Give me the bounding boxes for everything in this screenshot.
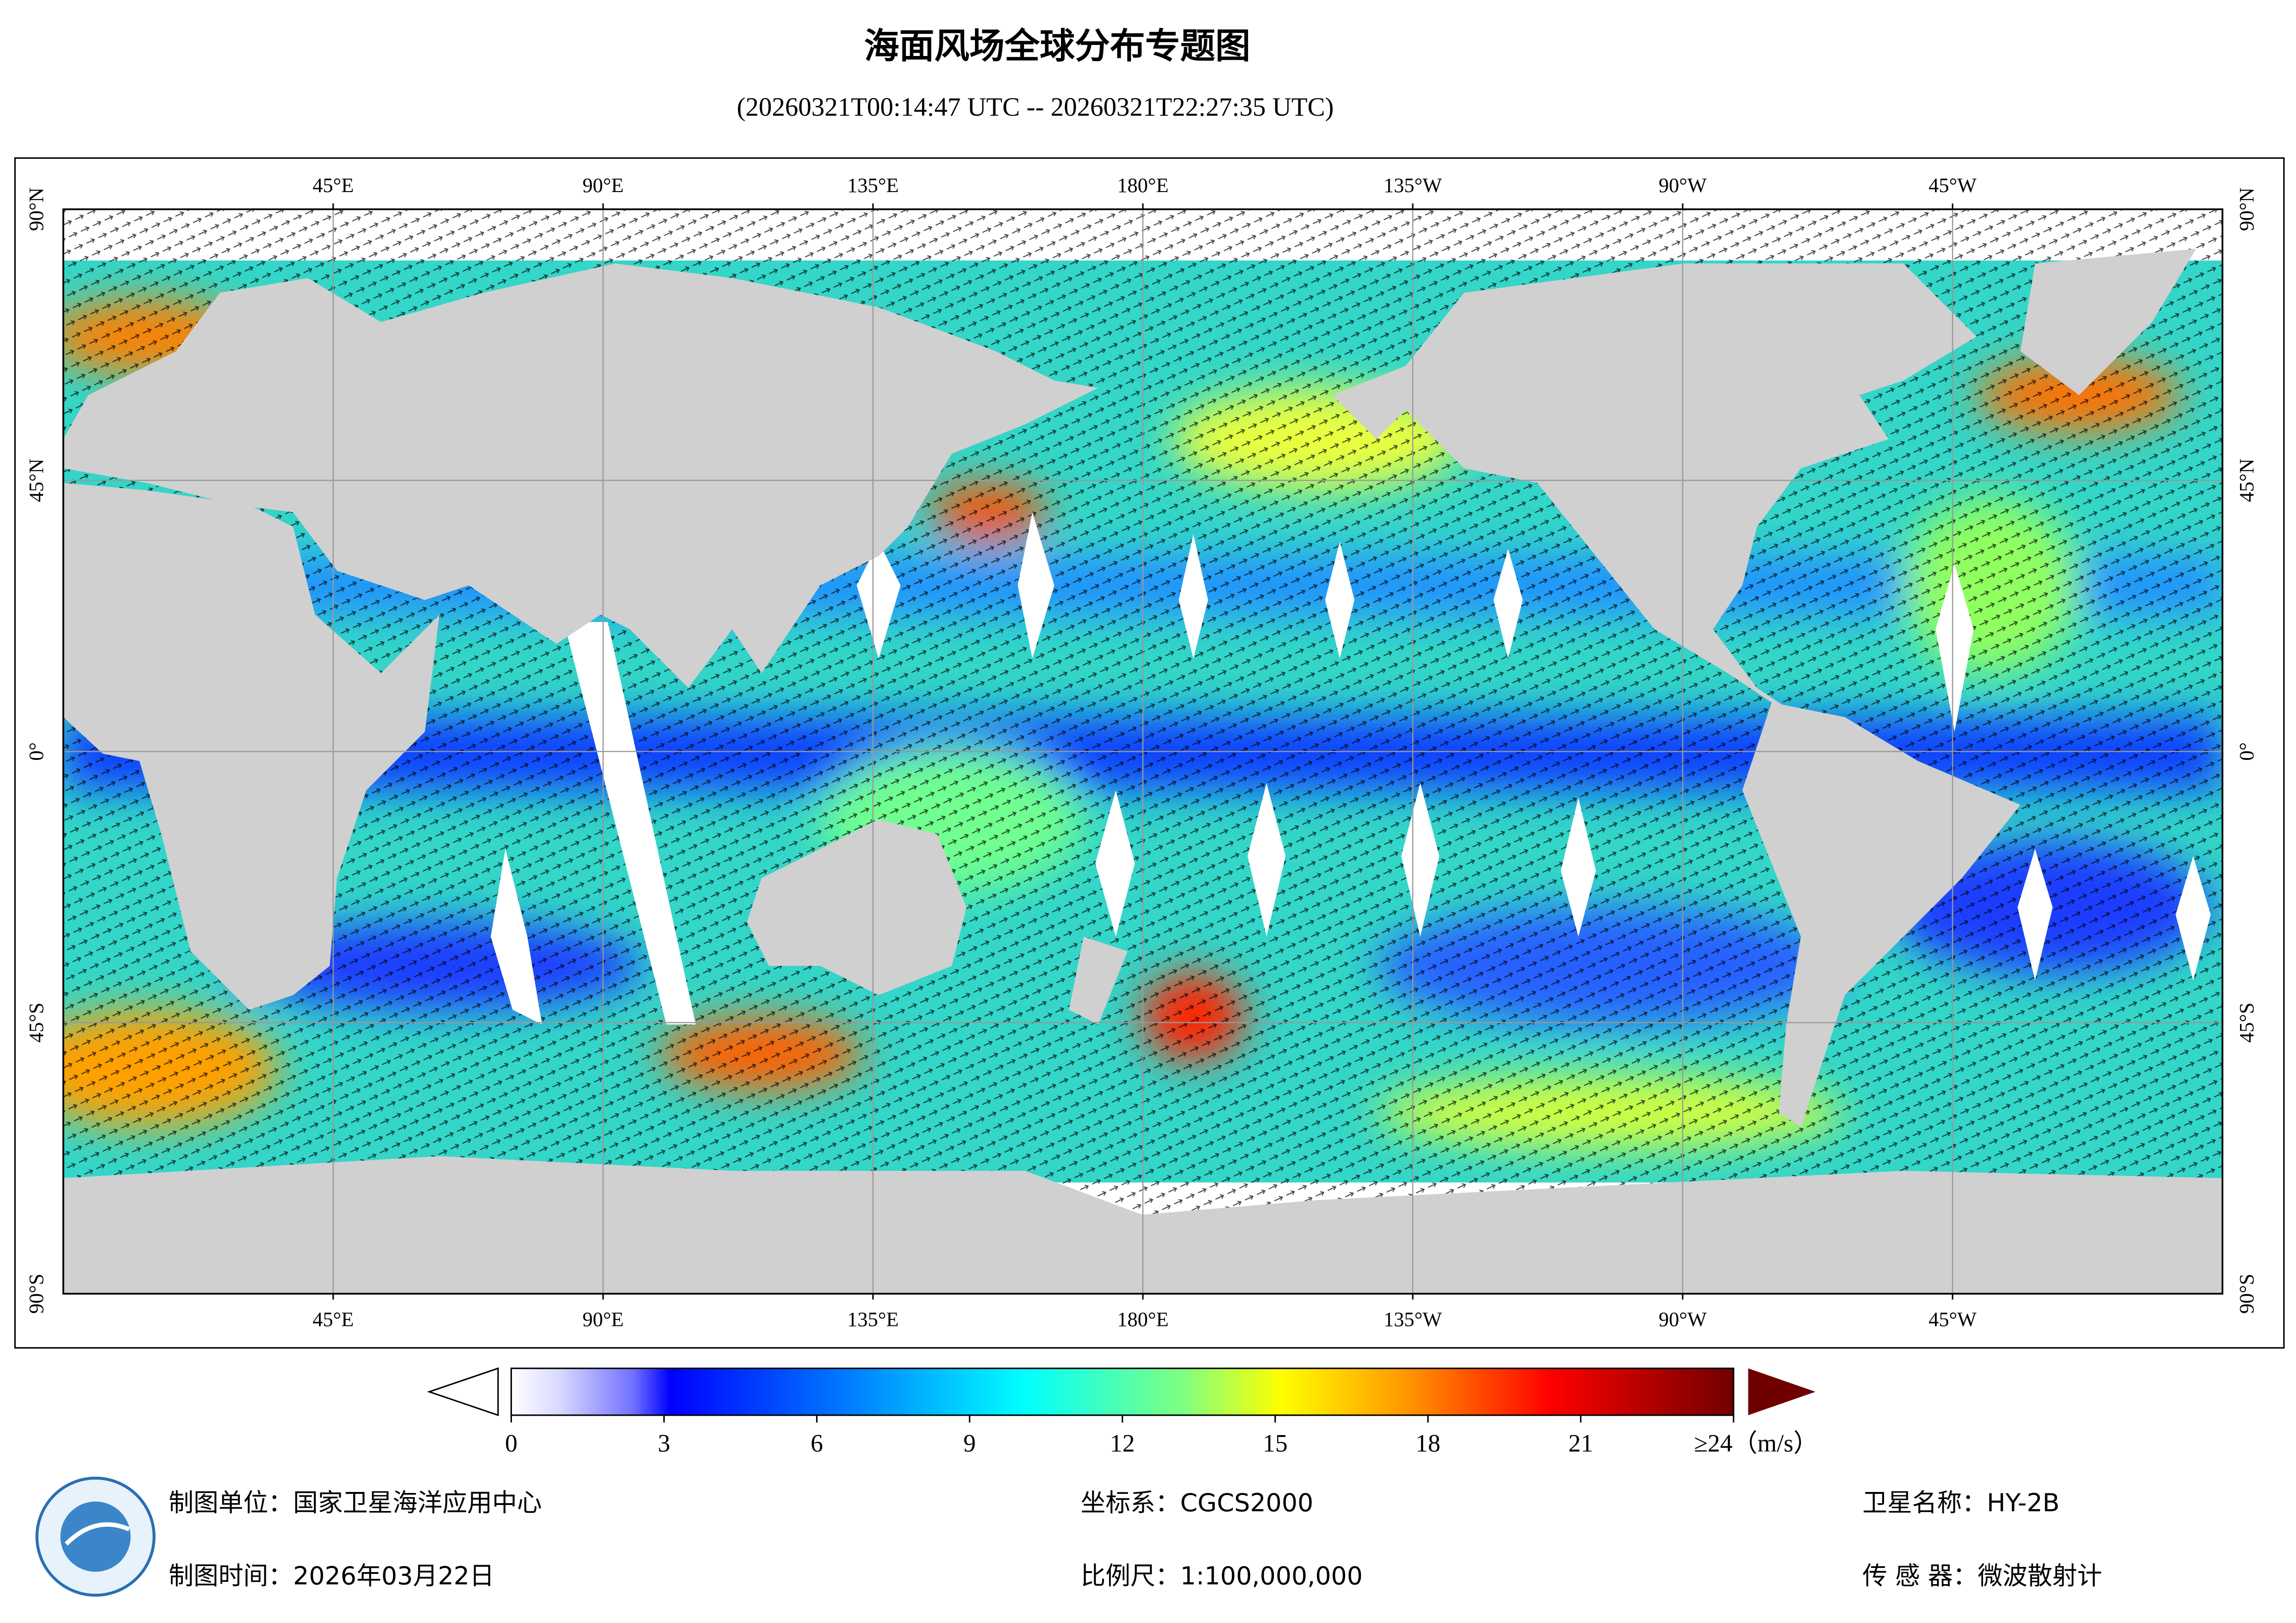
lon-label: 135°W [1384, 174, 1442, 197]
colorbar-label: 12 [1110, 1430, 1135, 1457]
colorbar-label: 9 [963, 1430, 976, 1457]
colorbar-label: 15 [1263, 1430, 1288, 1457]
lat-label: 45°N [2235, 459, 2258, 502]
title: 海面风场全球分布专题图 [864, 25, 1251, 66]
swath-gap [2175, 856, 2211, 981]
swath-gap [1401, 783, 1440, 937]
lon-label: 90°W [1659, 1308, 1707, 1331]
colorbar [510, 1368, 1734, 1416]
lat-label: 90°S [2235, 1274, 2258, 1314]
colorbar-label: 3 [658, 1430, 670, 1457]
swath-gap [856, 541, 901, 659]
swath-gap [491, 849, 542, 1025]
colorbar-label: 0 [505, 1430, 518, 1457]
colorbar-label: ≥24（m/s） [1694, 1430, 1818, 1457]
swath-gap [1179, 534, 1208, 659]
lon-label: 90°W [1659, 174, 1707, 197]
new-zealand [1069, 936, 1128, 1025]
greenland [2020, 249, 2196, 395]
australia [747, 819, 967, 995]
lon-label: 90°E [582, 174, 624, 197]
lat-label: 90°S [25, 1274, 48, 1314]
swath-gap [1095, 790, 1135, 937]
lon-label: 135°W [1384, 1308, 1442, 1331]
swath-gap [2017, 849, 2053, 981]
subtitle: (20260321T00:14:47 UTC -- 20260321T22:27… [737, 93, 1334, 122]
lat-label: 90°N [2235, 187, 2258, 231]
swath-gaps [491, 512, 2211, 1025]
lat-label: 90°N [25, 187, 48, 231]
crs: 坐标系：CGCS2000 [1081, 1488, 1314, 1517]
swath-gap [1935, 563, 1974, 732]
producer: 制图单位：国家卫星海洋应用中心 [168, 1488, 542, 1517]
lon-label: 135°E [847, 174, 898, 197]
logo-globe [60, 1501, 131, 1572]
swath-gap [1560, 797, 1596, 937]
swath-gap [1017, 512, 1054, 659]
south-america [1742, 702, 2021, 1127]
lat-label: 45°N [25, 459, 48, 502]
outer-frame [14, 157, 2285, 1349]
colorbar-label: 21 [1568, 1430, 1593, 1457]
lon-label: 45°E [312, 1308, 354, 1331]
colorbar-label: 6 [811, 1430, 823, 1457]
lon-label: 135°E [847, 1308, 898, 1331]
colorbar-label: 18 [1416, 1430, 1441, 1457]
map-date: 制图时间：2026年03月22日 [168, 1561, 494, 1591]
africa [63, 483, 440, 1010]
lon-label: 180°E [1117, 1308, 1168, 1331]
logo [35, 1476, 156, 1597]
lon-label: 90°E [582, 1308, 624, 1331]
swath-gap [1493, 548, 1523, 659]
lon-label: 180°E [1117, 174, 1168, 197]
satellite: 卫星名称：HY-2B [1862, 1488, 2059, 1517]
sensor: 传 感 器：微波散射计 [1862, 1561, 2102, 1591]
logo-orbit [64, 1522, 130, 1546]
swath-gap [564, 622, 696, 1025]
lat-label: 0° [25, 742, 48, 761]
north-america [1332, 263, 1977, 717]
colorbar-under [427, 1367, 499, 1417]
swath-gap [1325, 541, 1354, 659]
scale: 比例尺：1:100,000,000 [1081, 1561, 1363, 1591]
colorbar-over [1748, 1368, 1816, 1415]
lon-label: 45°W [1928, 1308, 1977, 1331]
map-frame [62, 208, 2224, 1295]
lon-label: 45°E [312, 174, 354, 197]
lat-label: 45°S [25, 1002, 48, 1043]
lat-label: 0° [2235, 742, 2258, 761]
colorbar-ticks: 0 3 6 9 12 15 18 21 ≥24（m/s） [505, 1415, 1818, 1457]
swath-gap [1248, 783, 1286, 937]
eurasia [63, 263, 1098, 688]
lon-label: 45°W [1928, 174, 1977, 197]
lat-label: 45°S [2235, 1002, 2258, 1043]
